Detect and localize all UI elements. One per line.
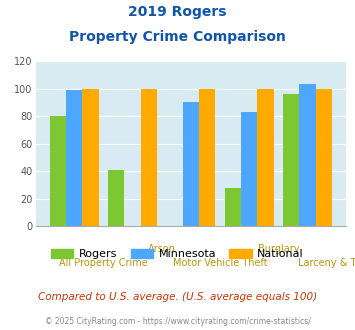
Text: Arson: Arson <box>148 244 176 254</box>
Bar <box>199 88 215 226</box>
Bar <box>182 102 199 226</box>
Text: Burglary: Burglary <box>258 244 299 254</box>
Text: Larceny & Theft: Larceny & Theft <box>298 258 355 268</box>
Bar <box>82 88 99 226</box>
Bar <box>316 88 332 226</box>
Legend: Rogers, Minnesota, National: Rogers, Minnesota, National <box>47 244 308 263</box>
Bar <box>225 187 241 226</box>
Bar <box>299 84 316 226</box>
Bar <box>108 170 124 226</box>
Bar <box>141 88 157 226</box>
Bar <box>283 94 299 226</box>
Bar <box>66 90 82 226</box>
Text: 2019 Rogers: 2019 Rogers <box>128 5 227 19</box>
Bar <box>257 88 274 226</box>
Bar <box>241 112 257 226</box>
Text: All Property Crime: All Property Crime <box>59 258 148 268</box>
Text: Motor Vehicle Theft: Motor Vehicle Theft <box>173 258 267 268</box>
Bar <box>50 116 66 226</box>
Text: Property Crime Comparison: Property Crime Comparison <box>69 30 286 44</box>
Text: © 2025 CityRating.com - https://www.cityrating.com/crime-statistics/: © 2025 CityRating.com - https://www.city… <box>45 317 310 326</box>
Text: Compared to U.S. average. (U.S. average equals 100): Compared to U.S. average. (U.S. average … <box>38 292 317 302</box>
